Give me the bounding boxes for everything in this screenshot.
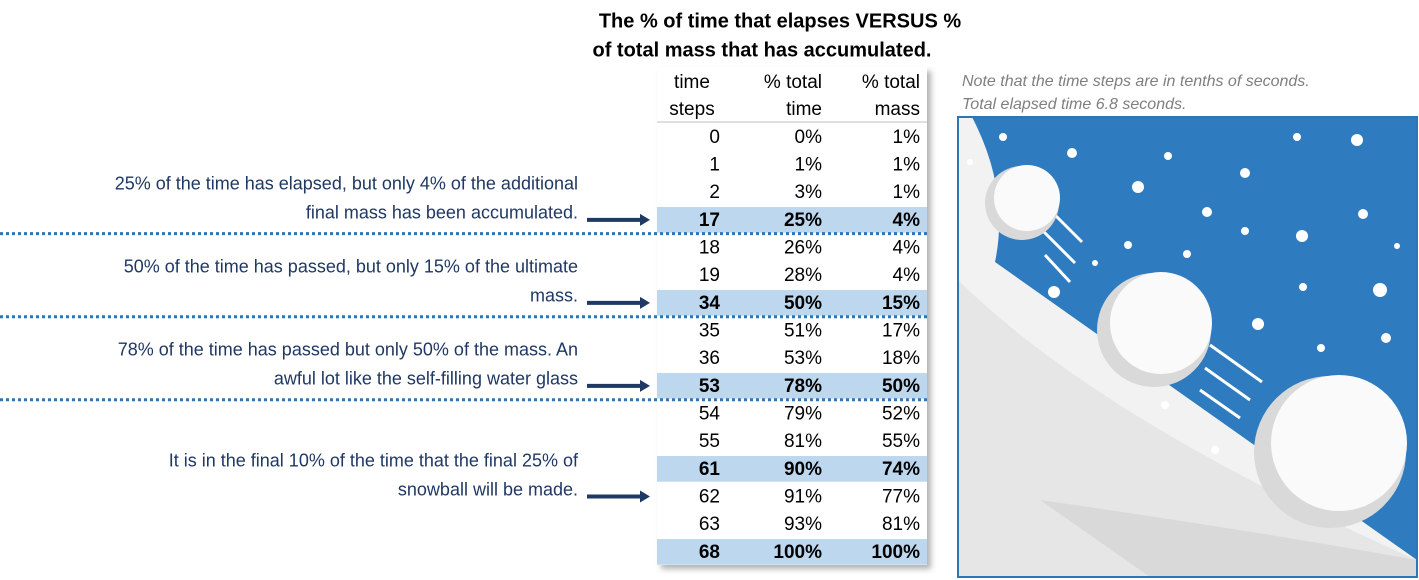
note-line: Total elapsed time 6.8 seconds. [962, 96, 1186, 113]
table-cell: 0% [795, 127, 823, 148]
table: time steps % total time % total mass 0 0% 1% 1 1% 1… [657, 72, 927, 565]
table-cell: 100% [871, 542, 920, 563]
table-cell: 28% [784, 265, 822, 286]
row-highlight [657, 207, 927, 233]
arrow [587, 296, 650, 309]
table-cell: 90% [784, 459, 822, 480]
table-cell: 55 [699, 431, 720, 452]
table-cell: 4% [893, 238, 921, 259]
column-header: % total [764, 72, 822, 93]
table-cell: 55% [882, 431, 920, 452]
row-highlight [657, 456, 927, 482]
snowflakes [967, 133, 1400, 454]
table-cell: 53 [699, 376, 720, 397]
annotations: 25% of the time has elapsed, but only 4%… [0, 174, 930, 503]
annotation-line: mass. [530, 286, 578, 306]
table-cell: 81% [784, 431, 822, 452]
table-cell: 50% [784, 293, 822, 314]
table-cell: 54 [699, 404, 721, 425]
row-highlight [657, 373, 927, 399]
table-cell: 15% [882, 293, 920, 314]
table-cell: 18 [699, 238, 720, 259]
annotation-line: 50% of the time has passed, but only 15%… [124, 257, 578, 277]
illustration-border [957, 116, 1418, 578]
table-cell: 36 [699, 348, 720, 369]
table-cell: 3% [795, 182, 823, 203]
table-cell: 52% [882, 404, 920, 425]
table-cell: 18% [882, 348, 920, 369]
annotation-line: 78% of the time has passed but only 50% … [118, 340, 578, 360]
table-cell: 2 [709, 182, 720, 203]
motion-lines [1040, 208, 1263, 420]
table-cell: 63 [699, 514, 720, 535]
annotation-line: snowball will be made. [398, 479, 578, 499]
table-cell: 35 [699, 321, 720, 342]
row-highlight [657, 290, 927, 316]
table-cell: 34 [699, 293, 721, 314]
row-highlight [657, 539, 927, 565]
table-cell: 51% [784, 321, 822, 342]
table-cell: 50% [882, 376, 920, 397]
table-cell: 17% [882, 321, 920, 342]
note-line: Note that the time steps are in tenths o… [962, 73, 1310, 90]
arrow [587, 213, 650, 226]
table-cell: 53% [784, 348, 822, 369]
table-cell: 17 [699, 210, 720, 231]
table-cell: 26% [784, 238, 822, 259]
title-line: The % of time that elapses VERSUS % [599, 10, 962, 32]
snow-shade [1040, 500, 1417, 577]
table-cell: 1% [893, 155, 921, 176]
table-cell: 0 [709, 127, 720, 148]
table-cell: 1% [893, 127, 921, 148]
table-cell: 1% [893, 182, 921, 203]
annotation-line: final mass has been accumulated. [306, 203, 578, 223]
table-cell: 19 [699, 265, 720, 286]
column-header: mass [875, 99, 920, 120]
table-cell: 79% [784, 404, 822, 425]
table-cell: 100% [773, 542, 822, 563]
table-cell: 61 [699, 459, 721, 480]
annotation-line: It is in the final 10% of the time that … [169, 450, 579, 470]
column-header: steps [669, 99, 714, 120]
title-line: of total mass that has accumulated. [593, 39, 932, 61]
table-cell: 25% [784, 210, 822, 231]
table-cell: 91% [784, 487, 822, 508]
snowball-illustration [958, 117, 1417, 577]
table-cell: 1 [709, 155, 720, 176]
table-cell: 93% [784, 514, 822, 535]
table-cell: 81% [882, 514, 920, 535]
table-cell: 68 [699, 542, 720, 563]
table-cell: 4% [893, 265, 921, 286]
table-cell: 74% [882, 459, 920, 480]
snowballs [985, 165, 1407, 528]
annotation-line: awful lot like the self-filling water gl… [274, 369, 578, 389]
column-header: time [786, 99, 822, 120]
column-header: time [674, 72, 710, 93]
column-header: % total [862, 72, 920, 93]
snow-shade [958, 280, 1417, 577]
table-cell: 77% [882, 487, 920, 508]
table-cell: 4% [893, 210, 921, 231]
table-cell: 1% [795, 155, 823, 176]
arrow [587, 379, 650, 392]
table-cell: 62 [699, 487, 720, 508]
arrow [587, 490, 650, 503]
annotation-line: 25% of the time has elapsed, but only 4%… [115, 174, 578, 194]
table-cell: 78% [784, 376, 822, 397]
